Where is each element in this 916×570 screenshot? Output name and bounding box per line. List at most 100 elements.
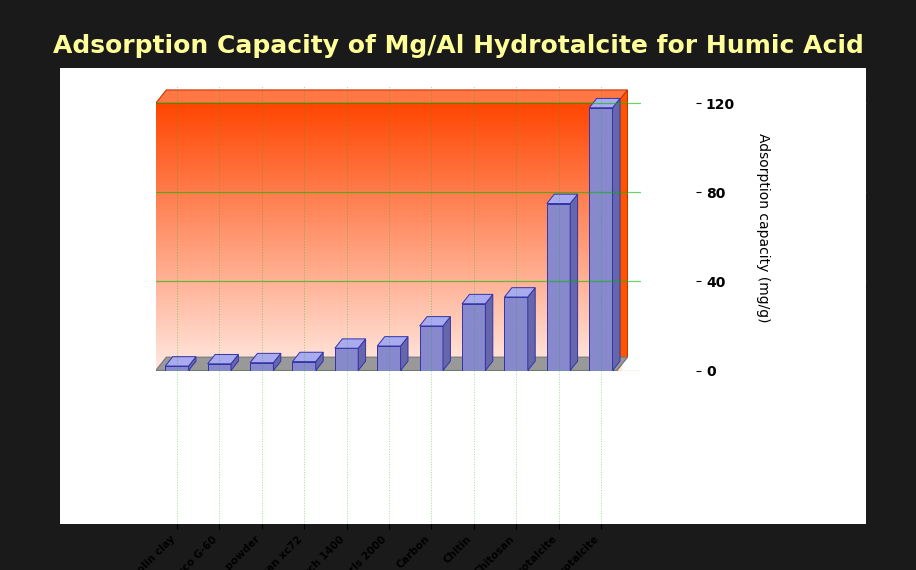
Bar xyxy=(156,137,622,138)
Polygon shape xyxy=(547,194,578,203)
Bar xyxy=(156,367,622,368)
Bar xyxy=(156,145,622,146)
Bar xyxy=(156,211,622,213)
Bar xyxy=(156,319,622,320)
Bar xyxy=(156,351,622,352)
Bar xyxy=(156,225,622,226)
Bar xyxy=(156,328,622,329)
Bar xyxy=(156,219,622,221)
Polygon shape xyxy=(462,294,493,304)
Bar xyxy=(156,335,622,336)
Bar xyxy=(156,285,622,286)
Bar xyxy=(156,359,622,360)
Bar xyxy=(156,312,622,313)
Bar xyxy=(156,281,622,282)
Bar xyxy=(156,182,622,184)
Bar xyxy=(156,324,622,325)
Bar xyxy=(156,176,622,177)
Bar xyxy=(156,361,622,363)
Bar xyxy=(156,235,622,237)
Bar xyxy=(156,292,622,293)
Bar xyxy=(156,325,622,327)
Bar xyxy=(292,361,316,370)
Bar xyxy=(156,125,622,126)
Bar xyxy=(156,164,622,165)
Bar xyxy=(156,107,622,109)
Bar xyxy=(156,198,622,200)
Bar xyxy=(156,262,622,263)
Bar xyxy=(156,259,622,261)
Bar xyxy=(156,215,622,217)
Bar xyxy=(156,118,622,119)
Bar xyxy=(156,348,622,349)
Bar xyxy=(156,172,622,173)
Bar xyxy=(156,293,622,294)
Bar xyxy=(250,363,273,370)
Bar xyxy=(156,202,622,203)
Bar xyxy=(156,217,622,218)
Bar xyxy=(156,316,622,317)
Bar xyxy=(156,213,622,214)
Bar xyxy=(505,297,528,370)
Bar xyxy=(156,345,622,347)
Polygon shape xyxy=(443,316,451,370)
Bar xyxy=(156,158,622,160)
Polygon shape xyxy=(208,355,238,364)
Bar xyxy=(156,364,622,365)
Bar xyxy=(156,127,622,129)
Bar xyxy=(156,130,622,131)
Polygon shape xyxy=(316,352,323,370)
Polygon shape xyxy=(231,355,238,371)
Bar xyxy=(156,297,622,298)
Bar xyxy=(156,284,622,285)
Bar xyxy=(156,146,622,148)
Bar xyxy=(335,348,358,370)
Bar xyxy=(156,190,622,192)
Bar xyxy=(156,242,622,243)
Bar xyxy=(156,115,622,117)
Bar xyxy=(156,221,622,222)
Polygon shape xyxy=(156,357,627,370)
Bar xyxy=(156,105,622,106)
Bar xyxy=(156,255,622,257)
Bar xyxy=(156,160,622,161)
Bar xyxy=(156,246,622,247)
Bar xyxy=(156,327,622,328)
Bar xyxy=(156,305,622,307)
Bar xyxy=(208,364,231,371)
Bar xyxy=(156,150,622,152)
Bar xyxy=(156,156,622,157)
Bar xyxy=(156,142,622,144)
Bar xyxy=(156,238,622,239)
Bar xyxy=(156,197,622,198)
Bar xyxy=(156,185,622,186)
Bar xyxy=(156,230,622,231)
Bar xyxy=(462,304,485,370)
Bar xyxy=(156,192,622,193)
Bar xyxy=(156,141,622,142)
Polygon shape xyxy=(528,288,535,370)
Y-axis label: Adsorption capacity (mg/g): Adsorption capacity (mg/g) xyxy=(756,133,769,323)
Bar xyxy=(156,184,622,185)
Bar xyxy=(156,122,622,123)
Bar xyxy=(156,106,622,107)
Bar xyxy=(156,309,622,311)
Polygon shape xyxy=(377,337,408,346)
Bar xyxy=(156,357,622,359)
Bar xyxy=(156,304,622,305)
Bar xyxy=(156,206,622,207)
Bar xyxy=(156,117,622,118)
Text: Adsorption Capacity of Mg/Al Hydrotalcite for Humic Acid: Adsorption Capacity of Mg/Al Hydrotalcit… xyxy=(52,34,864,58)
Bar xyxy=(156,253,622,254)
Polygon shape xyxy=(335,339,365,348)
Bar xyxy=(156,249,622,250)
Bar xyxy=(156,113,622,114)
Bar xyxy=(156,317,622,319)
Bar xyxy=(156,209,622,210)
Bar xyxy=(156,200,622,201)
Bar xyxy=(156,269,622,270)
Bar xyxy=(156,300,622,301)
Bar xyxy=(156,273,622,274)
Bar xyxy=(156,258,622,259)
Bar xyxy=(156,323,622,324)
